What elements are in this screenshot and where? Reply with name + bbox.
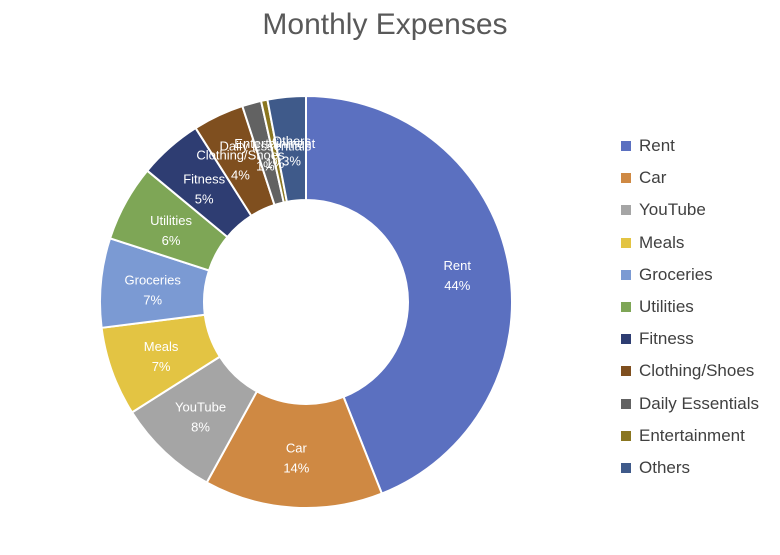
chart-title: Monthly Expenses (262, 8, 508, 41)
legend-label: Daily Essentials (639, 393, 759, 413)
legend-item-daily-essentials: Daily Essentials (621, 388, 759, 420)
data-label-car: Car 14% (283, 441, 309, 476)
legend-label: Entertainment (639, 425, 745, 445)
data-label-clothing-shoes: Clothing/Shoes 4% (196, 148, 285, 183)
legend-swatch (621, 430, 631, 441)
legend-item-entertainment: Entertainment (621, 420, 759, 452)
legend-swatch (621, 462, 631, 473)
legend: Rent Car YouTube Meals Groceries Utilities Fit… (621, 130, 759, 484)
data-label-fitness: Fitness 5% (183, 171, 225, 206)
legend-label: Clothing/Shoes (639, 361, 755, 381)
legend-item-meals: Meals (621, 227, 759, 259)
legend-item-others: Others (621, 452, 759, 484)
data-label-others: Others 3% (272, 134, 312, 169)
legend-swatch (621, 269, 631, 280)
data-label-groceries: Groceries 7% (125, 273, 182, 308)
slice-car (205, 390, 384, 509)
legend-swatch (621, 366, 631, 377)
donut-chart: Rent 44% Car 14% YouTube 8% Meals 7% Groceries 7%… (99, 94, 513, 509)
data-label-youtube: YouTube 8% (175, 399, 226, 434)
legend-swatch (621, 302, 631, 313)
legend-item-youtube: YouTube (621, 194, 759, 226)
legend-label: Groceries (639, 264, 713, 284)
legend-item-clothing-shoes: Clothing/Shoes (621, 355, 759, 387)
legend-swatch (621, 334, 631, 345)
legend-item-fitness: Fitness (621, 323, 759, 355)
legend-label: Utilities (639, 297, 694, 317)
legend-label: Meals (639, 232, 685, 252)
legend-label: Rent (639, 136, 675, 156)
data-label-entertainment: Entertainment 1% (234, 136, 315, 171)
legend-swatch (621, 173, 631, 184)
slice-rent (305, 94, 513, 495)
legend-swatch (621, 141, 631, 152)
slice-others (266, 94, 307, 203)
data-label-meals: Meals 7% (144, 339, 179, 374)
legend-item-utilities: Utilities (621, 291, 759, 323)
data-label-utilities: Utilities 6% (150, 213, 192, 248)
legend-label: YouTube (639, 200, 706, 220)
legend-label: Car (639, 168, 667, 188)
legend-swatch (621, 398, 631, 409)
legend-swatch (621, 205, 631, 216)
legend-label: Others (639, 457, 691, 477)
legend-item-rent: Rent (621, 130, 759, 162)
data-label-daily-essentials: Daily Essentials 1% (219, 138, 311, 173)
legend-item-groceries: Groceries (621, 259, 759, 291)
data-label-rent: Rent 44% (444, 258, 472, 293)
legend-swatch (621, 237, 631, 248)
legend-label: Fitness (639, 329, 694, 349)
legend-item-car: Car (621, 162, 759, 194)
